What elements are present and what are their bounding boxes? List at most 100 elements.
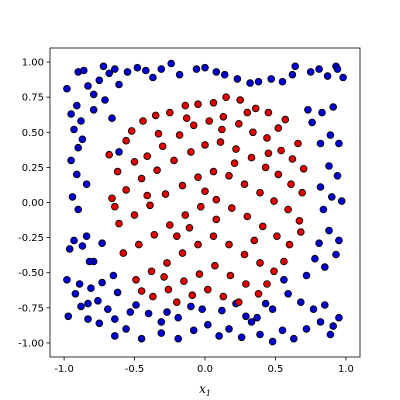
point-inner-101 [264, 149, 273, 158]
point-inner-8 [236, 96, 245, 104]
point-inner-94 [280, 257, 288, 266]
point-inner-55 [150, 231, 159, 239]
point-outer-18 [201, 63, 209, 72]
point-inner-74 [270, 267, 278, 276]
point-inner-89 [111, 202, 119, 211]
point-inner-58 [197, 202, 205, 211]
point-inner-18 [205, 117, 214, 125]
point-inner-34 [232, 145, 240, 153]
point-outer-40 [73, 170, 81, 179]
point-outer-4 [89, 90, 98, 99]
point-inner-75 [149, 292, 157, 301]
point-inner-95 [137, 287, 146, 295]
point-inner-57 [181, 211, 190, 219]
point-outer-2 [80, 66, 88, 75]
point-outer-36 [77, 117, 85, 125]
point-inner-29 [153, 166, 161, 175]
point-inner-19 [219, 113, 228, 121]
point-inner-44 [178, 181, 187, 190]
point-outer-110 [316, 183, 325, 191]
point-outer-43 [70, 236, 78, 245]
point-inner-47 [225, 172, 233, 180]
point-inner-91 [274, 124, 283, 132]
point-outer-90 [320, 301, 329, 309]
point-outer-80 [247, 318, 256, 326]
point-outer-30 [323, 72, 332, 80]
point-outer-129 [280, 275, 288, 284]
point-inner-52 [295, 217, 304, 225]
point-outer-105 [325, 226, 333, 235]
point-inner-59 [212, 195, 221, 204]
point-inner-36 [261, 163, 270, 172]
point-outer-79 [237, 333, 246, 342]
point-outer-61 [111, 315, 119, 323]
y-tick-label-4: 0.00 [22, 198, 44, 209]
point-inner-97 [243, 108, 252, 117]
point-inner-98 [154, 129, 163, 138]
x-axis-label-subscript: 1 [206, 389, 211, 398]
point-outer-52 [87, 284, 95, 293]
point-outer-85 [302, 325, 311, 333]
point-outer-63 [132, 301, 140, 309]
point-outer-10 [123, 68, 132, 76]
point-outer-0 [63, 84, 71, 93]
point-outer-112 [333, 172, 342, 180]
point-inner-5 [194, 100, 202, 108]
point-inner-100 [143, 191, 152, 200]
point-outer-3 [84, 82, 92, 90]
point-outer-103 [332, 250, 340, 259]
point-outer-113 [316, 139, 325, 148]
point-outer-84 [289, 334, 298, 343]
x-tick-label-4: 1.0 [338, 364, 354, 375]
point-outer-42 [74, 205, 82, 214]
point-outer-45 [78, 242, 87, 250]
point-outer-53 [71, 289, 80, 298]
point-inner-85 [204, 285, 212, 294]
point-outer-8 [111, 65, 119, 73]
x-tick-label-2: 0.0 [197, 364, 213, 375]
point-inner-80 [226, 271, 235, 280]
point-outer-54 [84, 299, 92, 308]
point-outer-48 [98, 239, 106, 248]
point-inner-77 [180, 277, 188, 286]
point-inner-40 [115, 219, 123, 228]
point-outer-99 [218, 306, 226, 315]
point-inner-48 [240, 180, 249, 189]
point-inner-39 [298, 188, 307, 197]
point-inner-70 [209, 232, 218, 241]
point-outer-100 [302, 271, 311, 280]
point-inner-106 [185, 224, 194, 232]
point-outer-37 [70, 125, 78, 134]
point-inner-66 [147, 267, 156, 276]
point-outer-17 [192, 65, 201, 73]
point-inner-84 [188, 291, 197, 300]
point-inner-25 [299, 165, 308, 173]
point-outer-56 [77, 302, 85, 311]
y-tick-label-0: 1.00 [22, 58, 44, 69]
point-outer-13 [149, 73, 157, 82]
point-outer-50 [63, 275, 71, 284]
point-outer-34 [67, 110, 75, 118]
point-inner-76 [164, 285, 173, 294]
points-layer [63, 59, 347, 346]
point-inner-49 [256, 188, 264, 197]
point-inner-23 [277, 146, 285, 155]
point-outer-123 [115, 148, 123, 156]
point-inner-21 [249, 128, 257, 137]
point-outer-71 [122, 325, 130, 333]
point-outer-32 [339, 73, 347, 82]
point-outer-58 [64, 312, 73, 321]
point-inner-16 [175, 131, 184, 139]
point-inner-73 [256, 259, 264, 267]
point-inner-109 [263, 280, 271, 288]
point-inner-102 [173, 232, 181, 241]
point-outer-115 [335, 139, 343, 148]
point-inner-9 [251, 104, 260, 113]
point-outer-25 [278, 77, 287, 86]
point-outer-33 [333, 65, 342, 73]
point-outer-57 [104, 305, 112, 314]
point-outer-69 [198, 305, 207, 314]
point-inner-60 [228, 204, 236, 212]
point-outer-126 [85, 257, 94, 266]
point-outer-91 [309, 305, 318, 314]
